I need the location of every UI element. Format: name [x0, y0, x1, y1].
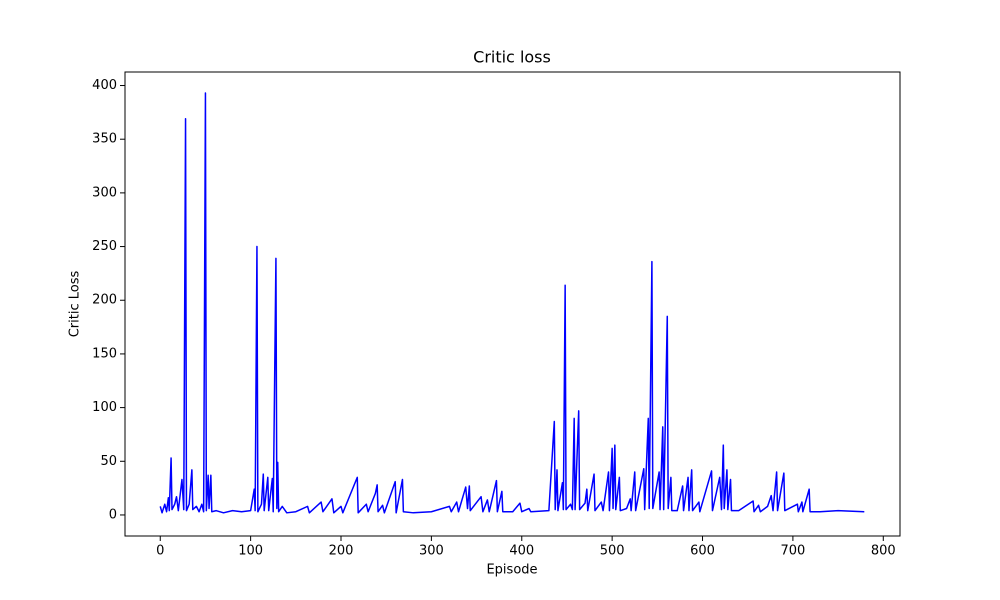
- y-tick-label: 100: [92, 400, 117, 415]
- x-tick-label: 0: [156, 544, 164, 559]
- y-tick-label: 50: [100, 454, 117, 469]
- x-tick-label: 300: [419, 544, 444, 559]
- x-tick-label: 200: [329, 544, 354, 559]
- x-axis-label: Episode: [486, 563, 537, 578]
- x-tick-label: 400: [509, 544, 534, 559]
- y-tick-label: 200: [92, 293, 117, 308]
- y-tick-label: 400: [92, 78, 117, 93]
- y-tick-label: 0: [109, 507, 117, 522]
- x-tick-label: 100: [238, 544, 263, 559]
- y-tick-label: 350: [92, 132, 117, 147]
- data-line: [159, 92, 865, 514]
- y-axis-label: Critic Loss: [68, 271, 83, 338]
- x-tick-label: 800: [871, 544, 896, 559]
- x-tick-label: 500: [600, 544, 625, 559]
- y-tick-label: 250: [92, 239, 117, 254]
- x-tick-label: 600: [690, 544, 715, 559]
- x-tick-label: 700: [780, 544, 805, 559]
- chart-title: Critic loss: [473, 48, 551, 67]
- plot-frame: [124, 71, 901, 537]
- y-tick-label: 150: [92, 346, 117, 361]
- y-tick-label: 300: [92, 185, 117, 200]
